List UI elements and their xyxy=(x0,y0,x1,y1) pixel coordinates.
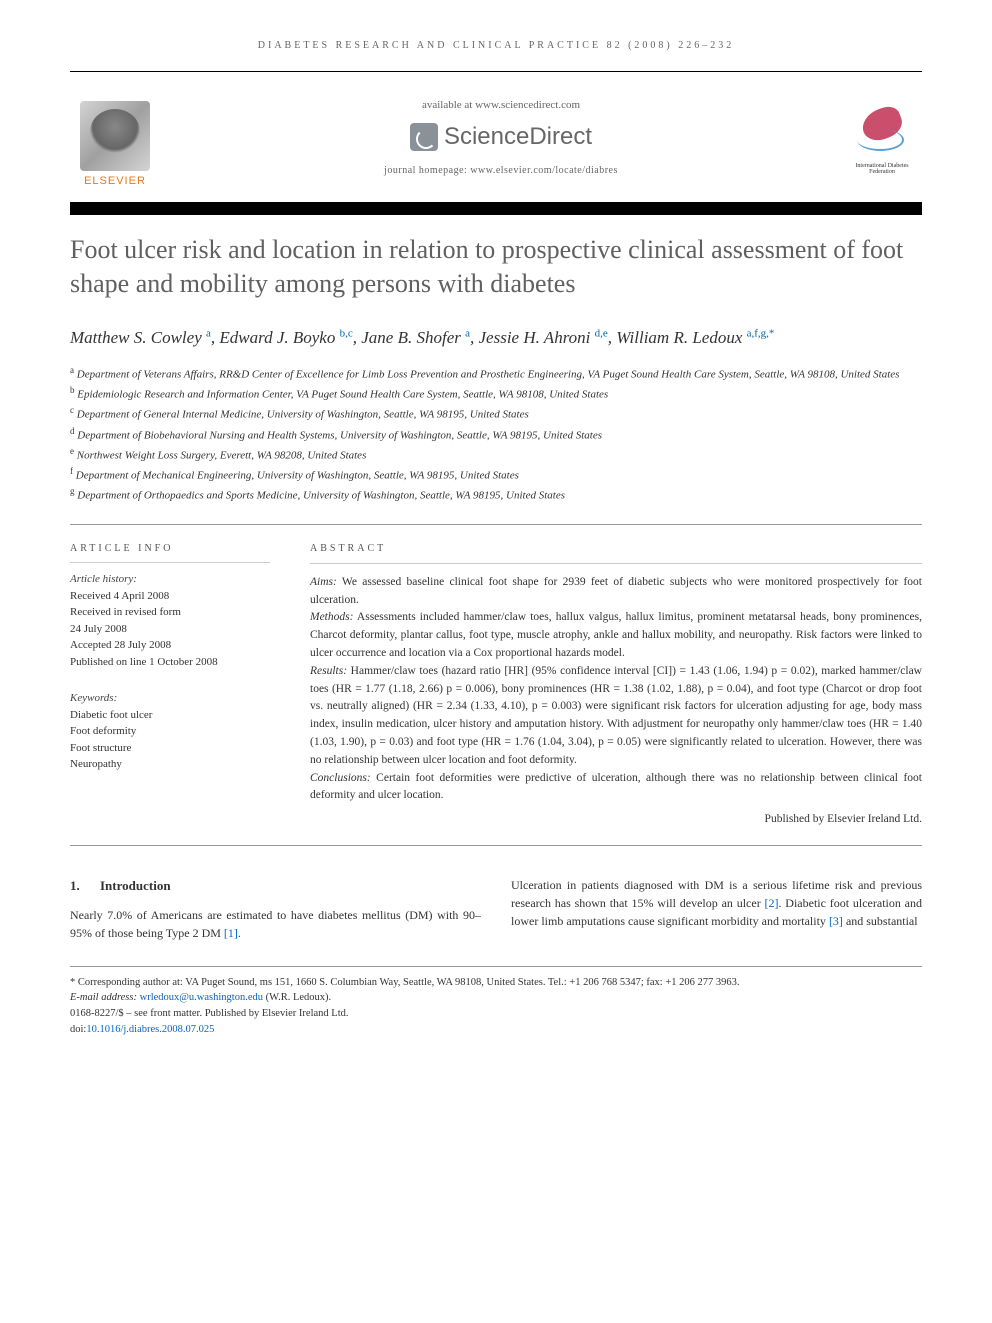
affiliation: c Department of General Internal Medicin… xyxy=(70,404,922,423)
aims-label: Aims: xyxy=(310,576,337,588)
affiliation: f Department of Mechanical Engineering, … xyxy=(70,465,922,484)
masthead: ELSEVIER available at www.sciencedirect.… xyxy=(70,71,922,203)
intro-paragraph-right: Ulceration in patients diagnosed with DM… xyxy=(511,876,922,930)
doi-label: doi: xyxy=(70,1024,86,1035)
intro-text-1: Nearly 7.0% of Americans are estimated t… xyxy=(70,908,481,940)
journal-homepage: journal homepage: www.elsevier.com/locat… xyxy=(180,165,822,176)
elsevier-tree-icon xyxy=(80,101,150,171)
info-abstract-container: ARTICLE INFO Article history: Received 4… xyxy=(70,524,922,846)
sciencedirect-text: ScienceDirect xyxy=(444,123,592,151)
reference-link-1[interactable]: [1] xyxy=(224,926,238,940)
idf-bird-icon xyxy=(852,99,912,159)
keyword: Diabetic foot ulcer xyxy=(70,707,270,724)
affiliation: e Northwest Weight Loss Surgery, Everett… xyxy=(70,445,922,464)
abstract-aims: Aims: We assessed baseline clinical foot… xyxy=(310,574,922,610)
abstract-results: Results: Hammer/claw toes (hazard ratio … xyxy=(310,663,922,770)
history-line: Published on line 1 October 2008 xyxy=(70,654,270,671)
article-info-heading: ARTICLE INFO xyxy=(70,541,270,563)
affiliation: d Department of Biobehavioral Nursing an… xyxy=(70,425,922,444)
affiliations: a Department of Veterans Affairs, RR&D C… xyxy=(70,364,922,504)
history-line: Accepted 28 July 2008 xyxy=(70,637,270,654)
doi-line: doi:10.1016/j.diabres.2008.07.025 xyxy=(70,1022,922,1038)
history-line: 24 July 2008 xyxy=(70,621,270,638)
article-history-label: Article history: xyxy=(70,571,270,588)
email-line: E-mail address: wrledoux@u.washington.ed… xyxy=(70,990,922,1006)
article-info: ARTICLE INFO Article history: Received 4… xyxy=(70,541,270,829)
methods-label: Methods: xyxy=(310,611,353,623)
results-label: Results: xyxy=(310,665,347,677)
history-line: Received in revised form xyxy=(70,604,270,621)
keywords-block: Keywords: Diabetic foot ulcerFoot deform… xyxy=(70,690,270,773)
affiliation: b Epidemiologic Research and Information… xyxy=(70,384,922,403)
keyword: Foot deformity xyxy=(70,723,270,740)
article-history-block: Article history: Received 4 April 2008Re… xyxy=(70,571,270,670)
methods-text: Assessments included hammer/claw toes, h… xyxy=(310,611,922,659)
intro-paragraph-left: Nearly 7.0% of Americans are estimated t… xyxy=(70,906,481,942)
abstract: ABSTRACT Aims: We assessed baseline clin… xyxy=(310,541,922,829)
doi-link[interactable]: 10.1016/j.diabres.2008.07.025 xyxy=(86,1024,214,1035)
results-text: Hammer/claw toes (hazard ratio [HR] (95%… xyxy=(310,665,922,766)
intro-heading: 1.Introduction xyxy=(70,876,481,896)
email-label: E-mail address: xyxy=(70,992,137,1003)
sciencedirect-logo: ScienceDirect xyxy=(410,123,592,151)
elsevier-logo: ELSEVIER xyxy=(70,87,160,187)
elsevier-wordmark: ELSEVIER xyxy=(84,175,146,187)
reference-link-2[interactable]: [2] xyxy=(765,896,779,910)
history-line: Received 4 April 2008 xyxy=(70,588,270,605)
keyword: Foot structure xyxy=(70,740,270,757)
keyword: Neuropathy xyxy=(70,756,270,773)
title-rule xyxy=(70,203,922,215)
article-title: Foot ulcer risk and location in relation… xyxy=(70,233,922,301)
body-columns: 1.Introduction Nearly 7.0% of Americans … xyxy=(70,876,922,942)
abstract-heading: ABSTRACT xyxy=(310,541,922,564)
conclusions-label: Conclusions: xyxy=(310,772,371,784)
affiliation: a Department of Veterans Affairs, RR&D C… xyxy=(70,364,922,383)
sciencedirect-icon xyxy=(410,123,438,151)
abstract-methods: Methods: Assessments included hammer/cla… xyxy=(310,609,922,662)
corresponding-author: * Corresponding author at: VA Puget Soun… xyxy=(70,975,922,991)
conclusions-text: Certain foot deformities were predictive… xyxy=(310,772,922,802)
corresponding-text: VA Puget Sound, ms 151, 1660 S. Columbia… xyxy=(183,977,740,988)
authors: Matthew S. Cowley a, Edward J. Boyko b,c… xyxy=(70,325,922,351)
section-number: 1. xyxy=(70,876,100,896)
idf-logo: International Diabetes Federation xyxy=(842,87,922,187)
section-title: Introduction xyxy=(100,878,171,893)
issn-line: 0168-8227/$ – see front matter. Publishe… xyxy=(70,1006,922,1022)
keywords-label: Keywords: xyxy=(70,690,270,707)
right-column: Ulceration in patients diagnosed with DM… xyxy=(511,876,922,942)
footnotes: * Corresponding author at: VA Puget Soun… xyxy=(70,966,922,1038)
running-header: DIABETES RESEARCH AND CLINICAL PRACTICE … xyxy=(70,40,922,51)
left-column: 1.Introduction Nearly 7.0% of Americans … xyxy=(70,876,481,942)
corresponding-label: * Corresponding author at: xyxy=(70,977,183,988)
aims-text: We assessed baseline clinical foot shape… xyxy=(310,576,922,606)
masthead-center: available at www.sciencedirect.com Scien… xyxy=(180,99,822,176)
affiliation: g Department of Orthopaedics and Sports … xyxy=(70,485,922,504)
email-author: (W.R. Ledoux). xyxy=(263,992,331,1003)
intro-text-2c: and substantial xyxy=(843,914,918,928)
abstract-conclusions: Conclusions: Certain foot deformities we… xyxy=(310,770,922,806)
publisher-line: Published by Elsevier Ireland Ltd. xyxy=(310,811,922,829)
available-at-text: available at www.sciencedirect.com xyxy=(180,99,822,111)
idf-text: International Diabetes Federation xyxy=(842,163,922,175)
email-address[interactable]: wrledoux@u.washington.edu xyxy=(137,992,263,1003)
intro-text-1-end: . xyxy=(238,926,241,940)
reference-link-3[interactable]: [3] xyxy=(829,914,843,928)
